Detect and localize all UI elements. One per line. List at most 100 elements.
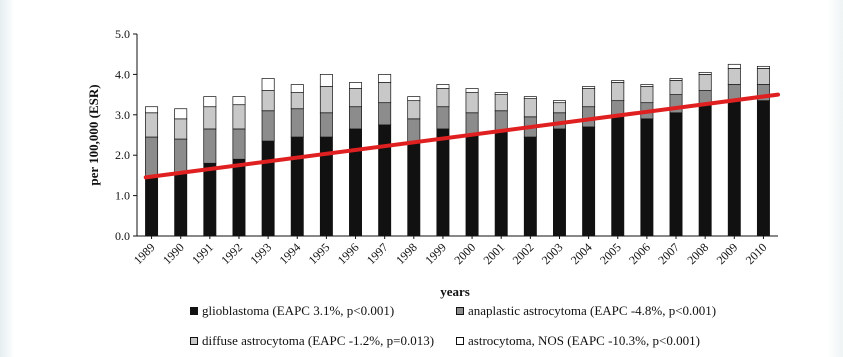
bar-segment-1991-s0 xyxy=(203,162,217,237)
bar-segment-1997-s1 xyxy=(378,102,392,126)
bar-segment-1996-s0 xyxy=(349,128,362,237)
bar-segment-1989-s2 xyxy=(145,112,159,138)
trend-line xyxy=(143,92,780,180)
x-tick-label-1993: 1993 xyxy=(247,240,274,267)
x-tick-label-2008: 2008 xyxy=(684,240,711,267)
bar-segment-1997-s2 xyxy=(378,82,392,104)
bar-segment-2005-s1 xyxy=(611,100,625,116)
bar-segment-2002-s0 xyxy=(523,136,537,237)
bar-segment-1992-s2 xyxy=(232,104,246,130)
x-tick-label-1992: 1992 xyxy=(218,240,245,267)
bar-segment-1996-s2 xyxy=(349,88,362,108)
bar-segment-2003-s3 xyxy=(553,100,566,104)
bar-segment-2004-s2 xyxy=(582,88,596,108)
bar-segment-2001-s0 xyxy=(494,130,508,237)
x-tick-label-2000: 2000 xyxy=(451,240,478,267)
bar-segment-1998-s3 xyxy=(407,96,421,102)
bar-segment-2009-s0 xyxy=(727,100,741,237)
x-tick-label-1995: 1995 xyxy=(306,240,333,267)
y-tick-label-0.0: 0.0 xyxy=(115,229,130,243)
x-tick-label-2010: 2010 xyxy=(743,240,770,267)
bar-segment-1997-s0 xyxy=(378,124,392,237)
bar-segment-2006-s0 xyxy=(640,118,654,237)
y-tick-label-5.0: 5.0 xyxy=(115,27,130,41)
bar-segment-2007-s0 xyxy=(669,112,683,237)
bar-segment-2010-s3 xyxy=(756,65,770,69)
y-axis-title: per 100,000 (ESR) xyxy=(86,84,101,185)
x-tick-label-1997: 1997 xyxy=(364,240,391,267)
bar-segment-2008-s2 xyxy=(698,74,712,91)
y-tick-label-4.0: 4.0 xyxy=(115,67,130,81)
bar-segment-2003-s2 xyxy=(553,102,566,114)
bar-segment-1990-s0 xyxy=(174,173,188,237)
x-tick-label-2001: 2001 xyxy=(480,240,507,267)
x-tick-label-2009: 2009 xyxy=(714,240,741,267)
bar-segment-1995-s1 xyxy=(319,112,333,138)
x-tick-label-2002: 2002 xyxy=(510,240,537,267)
bar-segment-2010-s0 xyxy=(756,100,770,237)
bar-segment-2000-s2 xyxy=(465,92,479,114)
x-tick-label-1999: 1999 xyxy=(422,240,449,267)
bar-segment-1990-s3 xyxy=(174,108,188,120)
bar-segment-2001-s3 xyxy=(494,92,508,95)
y-tick-label-2.0: 2.0 xyxy=(115,148,130,162)
bar-segment-1993-s0 xyxy=(261,140,275,237)
bar-segment-1993-s1 xyxy=(261,110,275,142)
bar-segment-1994-s1 xyxy=(290,108,304,138)
bar-segment-2001-s2 xyxy=(494,94,508,112)
bar-segment-2003-s0 xyxy=(553,128,566,237)
bar-segment-1993-s2 xyxy=(261,90,275,112)
x-tick-label-1989: 1989 xyxy=(131,240,158,267)
y-tick-label-3.0: 3.0 xyxy=(115,108,130,122)
x-tick-label-2007: 2007 xyxy=(655,240,682,267)
bar-segment-2002-s3 xyxy=(523,96,537,99)
bar-segment-1995-s3 xyxy=(319,74,333,87)
bar-segment-2005-s3 xyxy=(611,80,625,83)
bar-segment-2006-s3 xyxy=(640,84,654,87)
bar-segment-1991-s1 xyxy=(203,128,217,164)
bar-segment-1996-s1 xyxy=(349,106,362,130)
bar-segment-1998-s2 xyxy=(407,100,421,120)
bar-segment-2006-s2 xyxy=(640,86,654,104)
bar-segment-1996-s3 xyxy=(349,82,362,89)
bar-segment-2007-s2 xyxy=(669,80,683,95)
bar-segment-2010-s2 xyxy=(756,67,770,85)
bar-segment-2004-s3 xyxy=(582,86,596,89)
x-axis-title: years xyxy=(440,284,470,299)
bar-segment-2002-s2 xyxy=(523,98,537,118)
x-tick-label-1996: 1996 xyxy=(335,240,362,267)
bar-segment-1994-s0 xyxy=(290,136,304,237)
bar-segment-2008-s3 xyxy=(698,72,712,75)
x-tick-label-1991: 1991 xyxy=(189,240,216,267)
bar-segment-2009-s3 xyxy=(727,63,741,69)
x-tick-label-2004: 2004 xyxy=(568,240,595,267)
bar-segment-2000-s1 xyxy=(465,112,479,136)
bar-segment-1993-s3 xyxy=(261,78,275,91)
bar-segment-1995-s2 xyxy=(319,86,333,114)
bar-segment-1989-s3 xyxy=(145,106,159,114)
bar-segment-1992-s1 xyxy=(232,128,246,160)
x-tick-label-2003: 2003 xyxy=(539,240,566,267)
bar-segment-1999-s0 xyxy=(436,128,450,237)
x-tick-label-1998: 1998 xyxy=(393,240,420,267)
x-tick-label-1994: 1994 xyxy=(277,240,304,267)
bar-segment-2007-s3 xyxy=(669,78,683,81)
bar-segment-1990-s2 xyxy=(174,118,188,140)
bar-segment-2004-s0 xyxy=(582,126,596,237)
bar-segment-1997-s3 xyxy=(378,74,392,83)
y-tick-label-1.0: 1.0 xyxy=(115,189,130,203)
bar-segment-1992-s0 xyxy=(232,158,246,237)
bar-segment-1999-s1 xyxy=(436,106,450,130)
bar-segment-2009-s2 xyxy=(727,67,741,85)
x-tick-label-2006: 2006 xyxy=(626,240,653,267)
bar-segment-1989-s0 xyxy=(145,177,159,237)
bar-segment-2000-s3 xyxy=(465,88,479,93)
bar-segment-2005-s2 xyxy=(611,82,625,102)
bar-segment-1990-s1 xyxy=(174,138,188,174)
bar-segment-1992-s3 xyxy=(232,96,246,106)
bar-segment-1991-s2 xyxy=(203,106,217,130)
bar-segment-2000-s0 xyxy=(465,134,479,237)
bar-segment-2004-s1 xyxy=(582,106,596,128)
bar-segment-1999-s3 xyxy=(436,84,450,89)
